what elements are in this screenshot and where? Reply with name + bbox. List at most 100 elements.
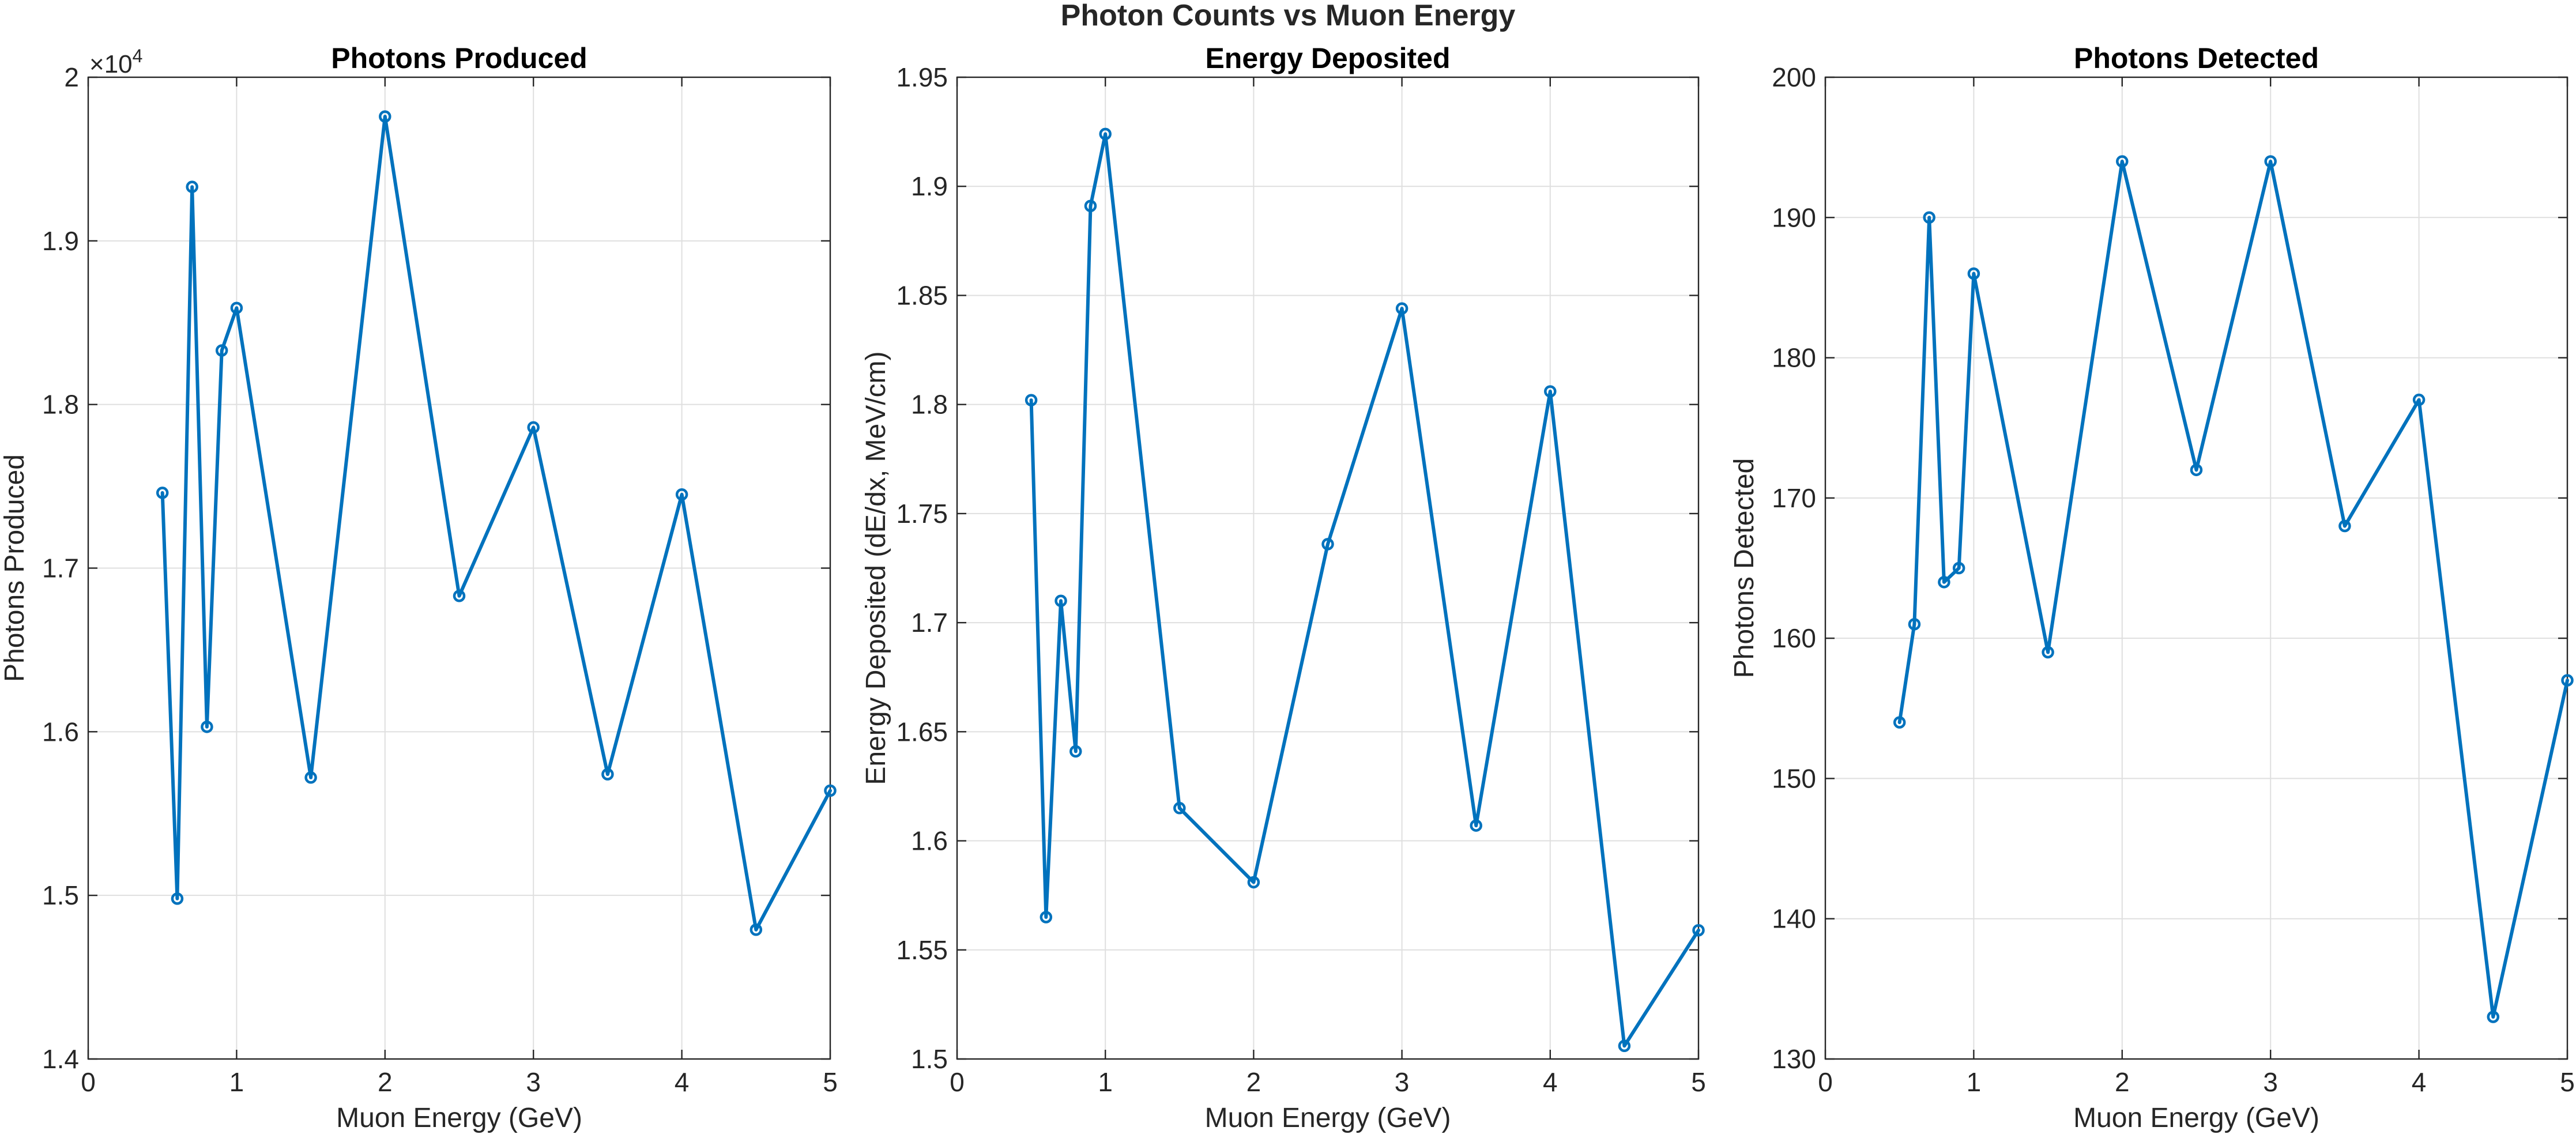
data-point	[750, 924, 763, 936]
x-tick-label: 1	[1098, 1067, 1113, 1097]
data-point	[601, 768, 614, 781]
data-point	[215, 344, 228, 357]
chart-3: 0 1 2 3 4 5 130 140 150 160 170 180 190 200 Photons De…	[1729, 42, 2575, 1133]
figure-title: Photon Counts vs Muon Energy	[1061, 0, 1516, 32]
y-tick-label: 170	[1772, 483, 1816, 513]
x-tick-label: 5	[1691, 1067, 1706, 1097]
y-tick-label: 2	[64, 62, 79, 92]
chart-title: Photons Detected	[2074, 42, 2319, 74]
x-tick-label: 5	[2560, 1067, 2575, 1097]
data-point	[1470, 819, 1482, 832]
plots-container: 0 1 2 3 4 51.41.51.61.71.81.92 ×104 Photons Pro…	[0, 42, 2575, 1133]
data-point	[1084, 199, 1097, 213]
y-tick-label: 130	[1772, 1044, 1816, 1074]
data-point	[1025, 394, 1038, 406]
data-point	[1967, 267, 1980, 280]
x-tick-label: 2	[378, 1067, 393, 1097]
y-tick-label: 150	[1772, 763, 1816, 793]
data-point	[2412, 393, 2426, 406]
data-point	[1173, 802, 1186, 815]
data-point	[2561, 674, 2574, 687]
data-point	[1923, 211, 1935, 224]
data-point	[1040, 911, 1053, 924]
data-point	[1069, 745, 1082, 758]
x-axis-label: Muon Energy (GeV)	[1205, 1103, 1451, 1133]
y-tick-label: 1.95	[896, 62, 948, 92]
data-point	[156, 487, 169, 499]
data-point	[186, 180, 198, 193]
x-tick-label: 0	[1818, 1067, 1833, 1097]
y-tick-label: 1.55	[896, 935, 948, 965]
x-tick-label: 2	[1246, 1067, 1261, 1097]
data-point	[1938, 576, 1950, 589]
data-point	[201, 721, 213, 733]
data-point	[1952, 561, 1965, 575]
data-point	[1395, 302, 1408, 315]
data-point	[1054, 594, 1067, 608]
y-axis-label: Photons Detected	[1729, 458, 1760, 679]
data-point	[1692, 924, 1705, 937]
y-tick-label: 140	[1772, 904, 1816, 934]
data-point	[1099, 127, 1112, 141]
y-tick-label: 1.9	[911, 171, 948, 201]
x-tick-label: 5	[823, 1067, 838, 1097]
y-tick-label: 1.7	[911, 608, 948, 638]
chart-title: Energy Deposited	[1205, 42, 1450, 74]
x-tick-label: 0	[81, 1067, 96, 1097]
data-point	[1321, 538, 1334, 551]
data-point	[1618, 1039, 1631, 1053]
axes-box	[1824, 76, 2569, 1060]
y-tick-label: 1.8	[42, 390, 79, 420]
data-point	[527, 421, 540, 434]
data-point	[2338, 519, 2351, 533]
y-tick-label: 1.8	[911, 390, 948, 420]
data-point	[1893, 716, 1906, 729]
x-axis-label: Muon Energy (GeV)	[336, 1103, 582, 1133]
x-axis-label: Muon Energy (GeV)	[2073, 1103, 2319, 1133]
data-point	[2042, 646, 2054, 659]
x-tick-label: 3	[526, 1067, 541, 1097]
data-point	[2487, 1011, 2500, 1023]
y-tick-label: 1.4	[42, 1044, 79, 1074]
y-tick-label: 1.5	[42, 880, 79, 910]
exponent-base: ×10	[89, 50, 133, 78]
x-tick-label: 3	[1395, 1067, 1410, 1097]
y-axis-label: Energy Deposited (dE/dx, MeV/cm)	[861, 351, 891, 785]
y-tick-label: 1.7	[42, 553, 79, 583]
x-tick-label: 4	[675, 1067, 690, 1097]
y-tick-label: 1.9	[42, 226, 79, 256]
x-tick-label: 3	[2263, 1067, 2278, 1097]
y-tick-label: 200	[1772, 62, 1816, 92]
y-tick-label: 1.6	[911, 826, 948, 856]
data-point	[1247, 876, 1260, 889]
y-tick-label: 1.85	[896, 280, 948, 310]
y-tick-label: 1.5	[911, 1044, 948, 1074]
data-point	[453, 590, 466, 602]
data-point	[2116, 155, 2129, 168]
exponent-power: 4	[133, 46, 143, 66]
series-line	[1897, 160, 2569, 1019]
x-tick-label: 4	[1543, 1067, 1558, 1097]
y-tick-label: 190	[1772, 202, 1816, 232]
y-tick-label: 1.6	[42, 717, 79, 747]
x-tick-label: 1	[229, 1067, 244, 1097]
data-point	[675, 488, 688, 501]
data-point	[304, 771, 317, 784]
chart-title: Photons Produced	[331, 42, 587, 74]
data-point	[824, 784, 837, 797]
y-tick-label: 180	[1772, 343, 1816, 373]
x-tick-label: 2	[2115, 1067, 2130, 1097]
chart-2: 0 1 2 3 4 5 1.5 1.55 1.6 1.65 1.7 1.75 1.8 1.85 1.9 1.9…	[861, 42, 1706, 1133]
data-point	[1544, 385, 1557, 398]
chart-1: 0 1 2 3 4 51.41.51.61.71.81.92 ×104 Photons Pro…	[0, 42, 838, 1133]
data-point	[2190, 463, 2203, 476]
series-line	[1029, 132, 1700, 1048]
x-tick-label: 1	[1967, 1067, 1982, 1097]
y-axis-label: Photons Produced	[0, 454, 30, 682]
data-point	[2264, 155, 2277, 168]
y-exponent-label: ×104	[89, 46, 142, 78]
data-point	[379, 110, 391, 123]
y-tick-label: 1.65	[896, 717, 948, 747]
